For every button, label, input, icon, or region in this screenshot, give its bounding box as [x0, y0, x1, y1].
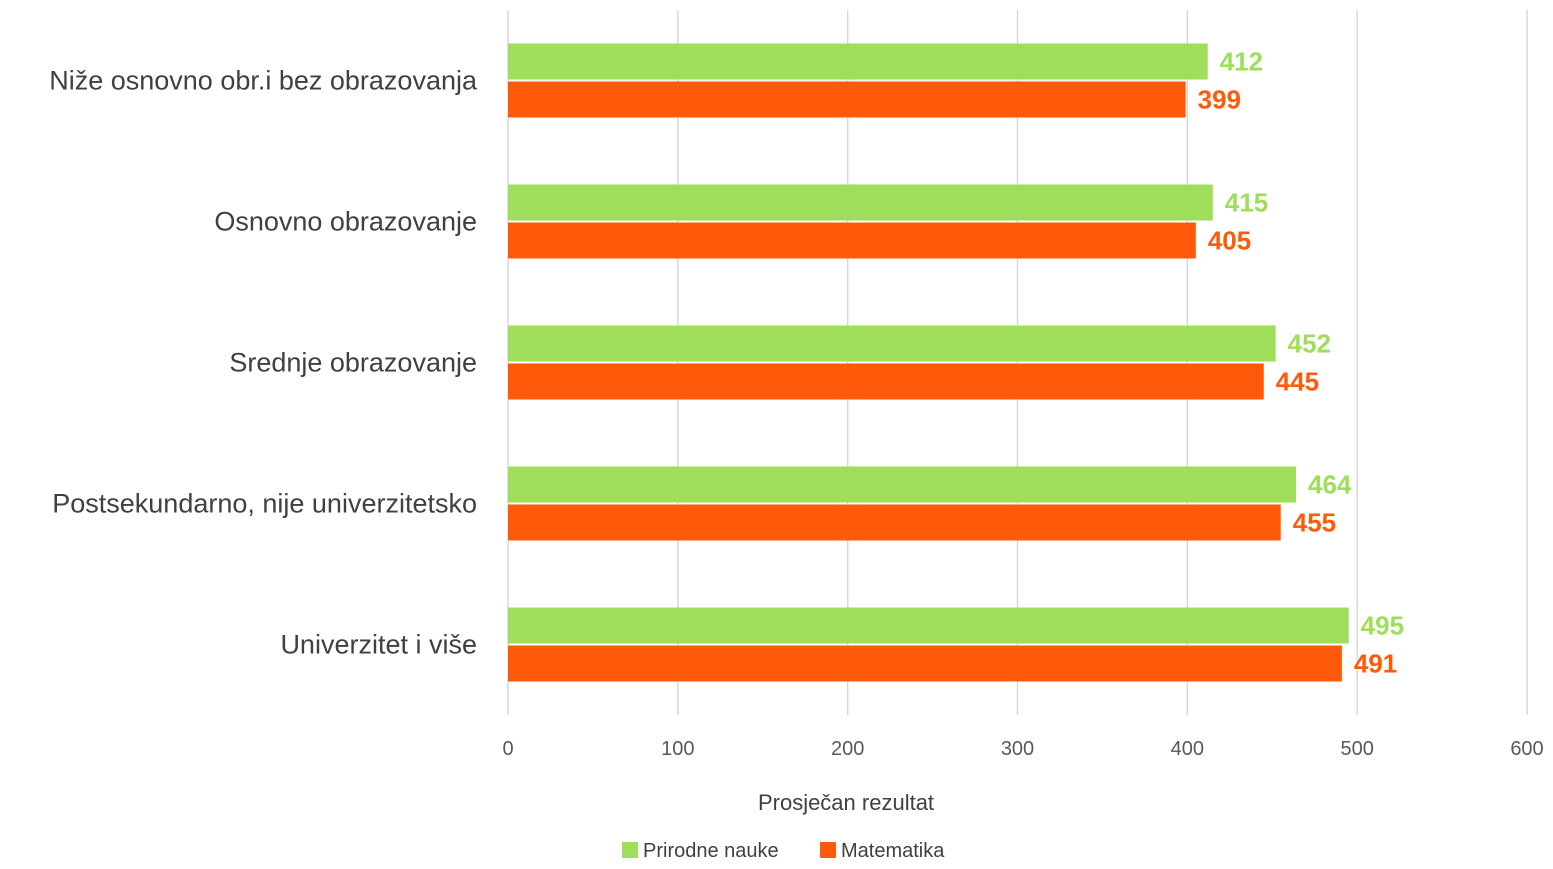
- bar-matematika: [508, 82, 1186, 118]
- legend-swatch: [820, 842, 836, 858]
- x-tick-label: 200: [831, 738, 864, 760]
- data-label: 455: [1293, 508, 1336, 538]
- legend-label: Matematika: [841, 840, 945, 862]
- x-tick-label: 100: [661, 738, 694, 760]
- data-label: 445: [1276, 367, 1319, 397]
- bar-matematika: [508, 646, 1342, 682]
- data-label: 452: [1288, 329, 1331, 359]
- category-label: Postsekundarno, nije univerzitetsko: [52, 489, 477, 519]
- category-label: Univerzitet i više: [280, 630, 477, 660]
- category-labels: Niže osnovno obr.i bez obrazovanja Osnovn…: [49, 66, 478, 660]
- data-label: 495: [1361, 611, 1404, 641]
- bars: [508, 44, 1349, 682]
- x-tick-label: 300: [1001, 738, 1034, 760]
- data-label: 491: [1354, 649, 1397, 679]
- bar-matematika: [508, 364, 1264, 400]
- value-labels: 412 399 415 405 452 445 464 455 495 491: [1198, 47, 1404, 679]
- data-label: 405: [1208, 226, 1251, 256]
- x-tick-label: 0: [502, 738, 513, 760]
- category-label: Niže osnovno obr.i bez obrazovanja: [49, 66, 478, 96]
- bar-matematika: [508, 223, 1196, 259]
- legend-label: Prirodne nauke: [643, 840, 779, 862]
- x-tick-label: 600: [1510, 738, 1543, 760]
- bar-prirodne-nauke: [508, 467, 1296, 503]
- bar-matematika: [508, 505, 1281, 541]
- x-axis-title: Prosječan rezultat: [758, 790, 934, 815]
- x-tick-label: 400: [1171, 738, 1204, 760]
- legend-swatch: [622, 842, 638, 858]
- bar-prirodne-nauke: [508, 326, 1276, 362]
- data-label: 412: [1220, 47, 1263, 77]
- data-label: 399: [1198, 85, 1241, 115]
- data-label: 464: [1308, 470, 1352, 500]
- bar-prirodne-nauke: [508, 185, 1213, 221]
- category-label: Osnovno obrazovanje: [214, 207, 477, 237]
- data-label: 415: [1225, 188, 1268, 218]
- bar-prirodne-nauke: [508, 44, 1208, 80]
- category-label: Srednje obrazovanje: [229, 348, 477, 378]
- x-tick-label: 500: [1340, 738, 1373, 760]
- bar-prirodne-nauke: [508, 608, 1349, 644]
- legend: Prirodne nauke Matematika: [622, 840, 945, 862]
- x-tick-labels: 0 100 200 300 400 500 600: [502, 738, 1543, 760]
